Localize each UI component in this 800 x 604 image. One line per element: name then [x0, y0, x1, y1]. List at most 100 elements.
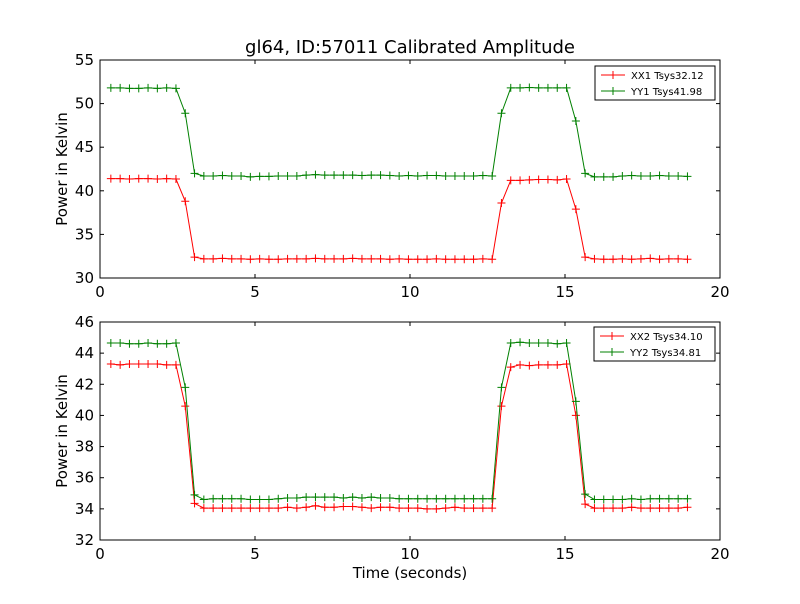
data-point-marker — [237, 171, 246, 180]
y-tick-label: 46 — [75, 313, 94, 331]
data-point-marker — [571, 205, 580, 214]
data-point-marker — [636, 254, 645, 263]
data-point-marker — [664, 494, 673, 503]
y-tick-label: 30 — [75, 269, 94, 287]
y-tick-label: 40 — [75, 406, 94, 424]
data-point-marker — [125, 360, 134, 369]
y-tick-label: 40 — [75, 182, 94, 200]
data-point-marker — [199, 171, 208, 180]
data-point-marker — [571, 117, 580, 126]
data-point-marker — [339, 171, 348, 180]
data-point-marker — [376, 254, 385, 263]
legend-box — [593, 326, 716, 362]
data-point-marker — [274, 494, 283, 503]
data-point-marker — [413, 494, 422, 503]
data-point-marker — [264, 255, 273, 264]
data-point-marker — [153, 339, 162, 348]
data-point-marker — [525, 83, 534, 92]
data-point-marker — [209, 254, 218, 263]
data-point-marker — [144, 174, 153, 183]
legend-label: YY1 Tsys41.98 — [630, 87, 702, 98]
data-point-marker — [497, 383, 506, 392]
data-point-marker — [599, 255, 608, 264]
data-point-marker — [525, 339, 534, 348]
data-point-marker — [376, 503, 385, 512]
data-point-marker — [404, 171, 413, 180]
data-point-marker — [581, 490, 590, 499]
data-point-marker — [562, 83, 571, 92]
legend-marker — [609, 87, 617, 95]
data-point-marker — [488, 504, 497, 513]
data-point-marker — [264, 495, 273, 504]
data-point-marker — [199, 254, 208, 263]
data-point-marker — [609, 255, 618, 264]
data-point-marker — [618, 495, 627, 504]
data-point-marker — [209, 494, 218, 503]
data-point-marker — [432, 171, 441, 180]
data-point-marker — [543, 339, 552, 348]
data-point-marker — [543, 175, 552, 184]
data-point-marker — [311, 170, 320, 179]
data-point-marker — [339, 493, 348, 502]
data-point-marker — [478, 254, 487, 263]
data-point-marker — [655, 504, 664, 513]
data-point-marker — [283, 493, 292, 502]
data-point-marker — [255, 254, 264, 263]
data-point-marker — [274, 504, 283, 513]
data-point-marker — [478, 171, 487, 180]
data-point-marker — [292, 493, 301, 502]
data-point-marker — [134, 84, 143, 93]
data-point-marker — [450, 255, 459, 264]
y-tick-label: 44 — [75, 344, 94, 362]
data-point-marker — [292, 504, 301, 513]
data-point-marker — [367, 254, 376, 263]
data-point-marker — [348, 171, 357, 180]
data-point-marker — [441, 255, 450, 264]
data-point-marker — [506, 176, 515, 185]
data-point-marker — [106, 339, 115, 348]
data-point-marker — [627, 255, 636, 264]
x-tick-label: 5 — [250, 283, 260, 301]
data-point-marker — [162, 174, 171, 183]
data-point-marker — [330, 493, 339, 502]
data-point-marker — [423, 171, 432, 180]
data-point-marker — [423, 504, 432, 513]
data-point-marker — [162, 360, 171, 369]
data-point-marker — [330, 503, 339, 512]
data-point-marker — [153, 84, 162, 93]
data-point-marker — [283, 503, 292, 512]
data-point-marker — [106, 360, 115, 369]
data-point-marker — [302, 171, 311, 180]
data-point-marker — [488, 171, 497, 180]
x-tick-label: 0 — [95, 545, 105, 563]
data-point-marker — [534, 175, 543, 184]
data-point-marker — [618, 504, 627, 513]
data-point-marker — [357, 254, 366, 263]
data-point-marker — [497, 109, 506, 118]
data-point-marker — [581, 253, 590, 262]
data-point-marker — [488, 255, 497, 264]
x-tick-label: 15 — [555, 283, 574, 301]
data-point-marker — [543, 83, 552, 92]
data-point-marker — [237, 494, 246, 503]
data-point-marker — [478, 504, 487, 513]
data-point-marker — [599, 172, 608, 181]
data-point-marker — [320, 493, 329, 502]
data-point-marker — [190, 499, 199, 508]
data-point-marker — [664, 504, 673, 513]
data-point-marker — [655, 494, 664, 503]
data-point-marker — [562, 360, 571, 369]
data-point-marker — [525, 175, 534, 184]
data-point-marker — [274, 255, 283, 264]
data-point-marker — [311, 254, 320, 263]
data-point-marker — [209, 504, 218, 513]
data-point-marker — [330, 254, 339, 263]
data-point-marker — [683, 494, 692, 503]
data-point-marker — [255, 495, 264, 504]
data-point-marker — [357, 503, 366, 512]
data-point-marker — [311, 501, 320, 510]
data-point-marker — [460, 504, 469, 513]
y-axis-label: Power in Kelvin — [53, 112, 71, 226]
data-point-marker — [590, 254, 599, 263]
data-point-marker — [218, 254, 227, 263]
